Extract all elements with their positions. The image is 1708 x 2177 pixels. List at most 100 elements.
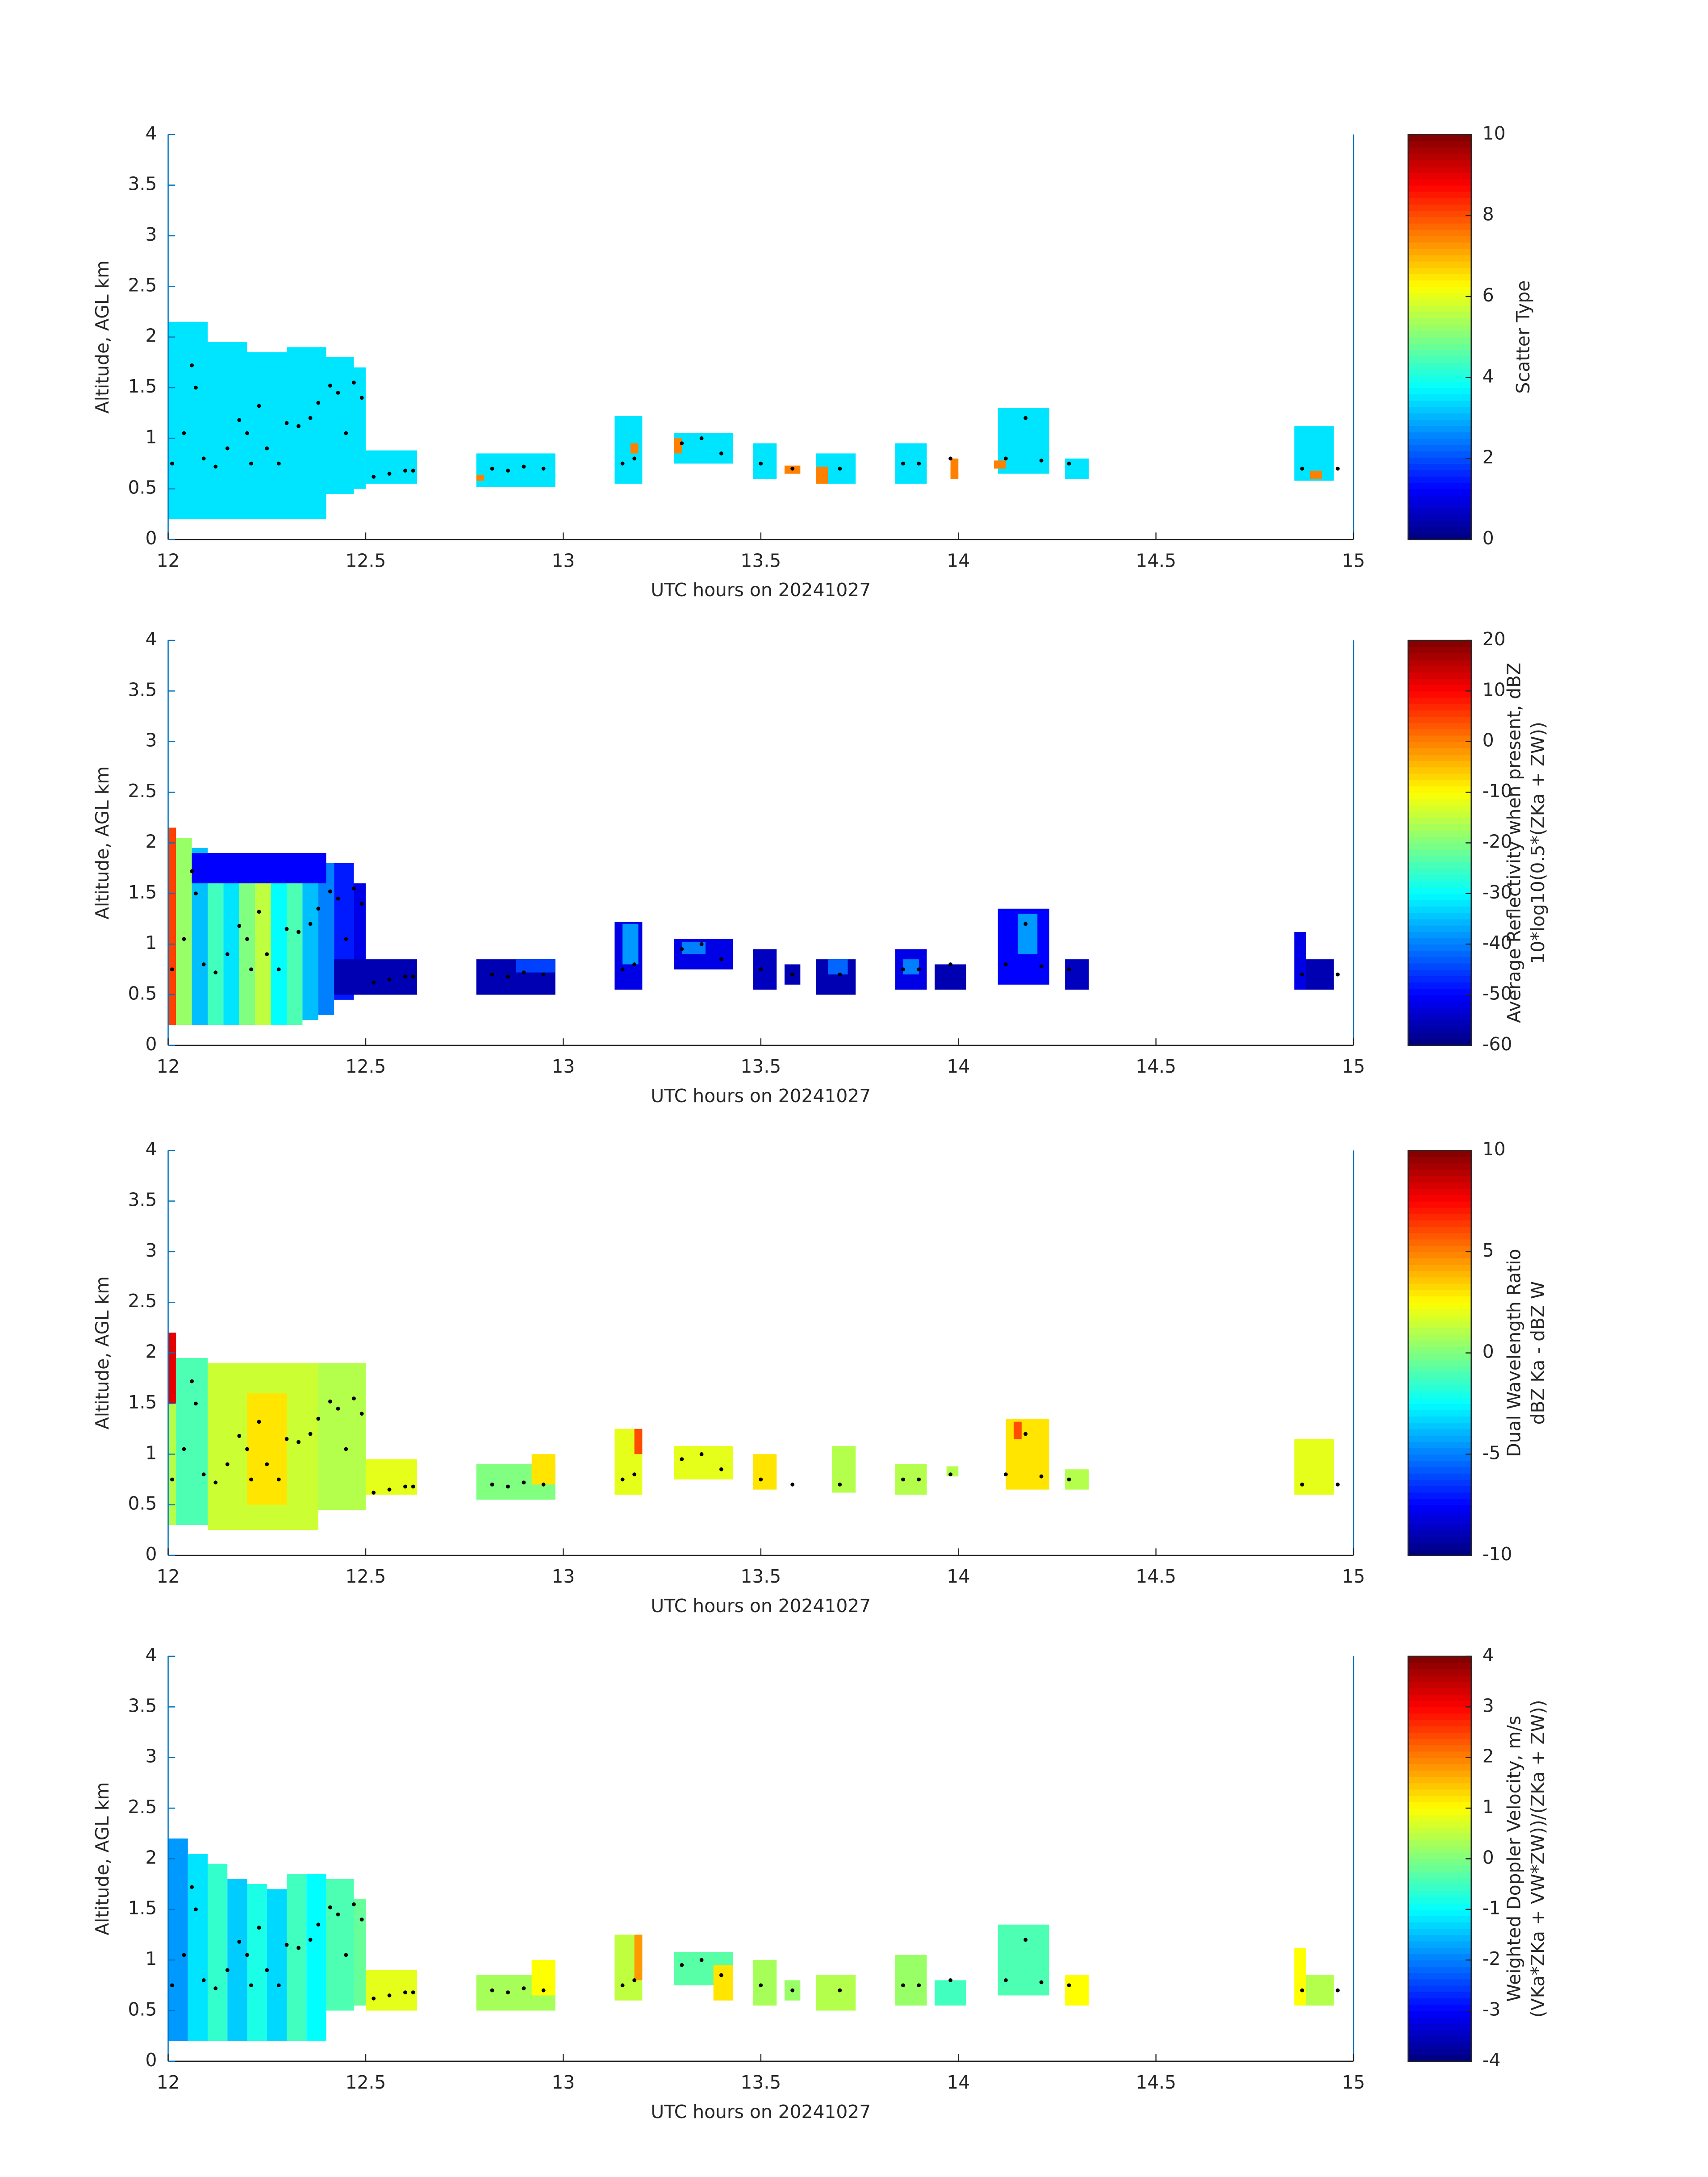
heat-cell — [903, 959, 919, 975]
heat-cell — [476, 475, 484, 481]
colorbar-swatch — [1408, 432, 1471, 439]
colorbar-swatch — [1408, 881, 1471, 888]
heat-cell — [247, 1884, 267, 2041]
colorbar-swatch — [1408, 982, 1471, 989]
base-point — [237, 923, 242, 928]
base-point — [225, 1968, 230, 1972]
colorbar-swatch — [1408, 931, 1471, 938]
base-point — [680, 947, 684, 951]
colorbar-swatch — [1408, 1410, 1471, 1417]
base-point — [190, 1885, 194, 1889]
colorbar-swatch — [1408, 1789, 1471, 1796]
base-point — [901, 967, 905, 972]
heat-cell — [247, 352, 287, 519]
heat-cell — [365, 1970, 418, 2011]
base-point — [308, 922, 313, 926]
colorbar-swatch — [1408, 318, 1471, 325]
colorbar-swatch — [1408, 1947, 1471, 1954]
colorbar-swatch — [1408, 836, 1471, 844]
colorbar-label: Dual Wavelength Ratio — [1503, 1249, 1525, 1457]
base-point — [245, 1953, 249, 1957]
colorbar-tick-label: 8 — [1482, 204, 1494, 225]
colorbar-swatch — [1408, 1821, 1471, 1828]
base-point — [620, 967, 625, 972]
colorbar-swatch — [1408, 1770, 1471, 1777]
colorbar-swatch — [1408, 767, 1471, 774]
base-point — [759, 1983, 763, 1988]
base-point — [387, 1488, 392, 1492]
colorbar-swatch — [1408, 969, 1471, 976]
colorbar-swatch — [1408, 413, 1471, 420]
colorbar-swatch — [1408, 748, 1471, 755]
heat-cell — [1294, 932, 1306, 990]
colorbar-swatch — [1408, 1454, 1471, 1461]
colorbar-swatch — [1408, 248, 1471, 255]
colorbar-swatch — [1408, 1220, 1471, 1227]
heat-cell — [286, 1874, 307, 2041]
base-point — [719, 1467, 723, 1471]
colorbar-swatch — [1408, 210, 1471, 217]
base-point — [352, 1902, 356, 1906]
colorbar-swatch — [1408, 292, 1471, 300]
base-point — [522, 1480, 526, 1485]
colorbar-swatch — [1408, 1985, 1471, 1992]
colorbar-swatch — [1408, 1169, 1471, 1176]
colorbar-swatch — [1408, 197, 1471, 205]
heat-cell — [208, 342, 247, 519]
base-point — [1039, 1474, 1044, 1479]
base-point — [411, 1484, 415, 1489]
heat-cell — [302, 863, 318, 1020]
base-point — [632, 456, 637, 461]
y-tick-label: 3 — [145, 730, 157, 751]
colorbar-swatch — [1408, 1859, 1471, 1866]
colorbar-swatch — [1408, 1467, 1471, 1474]
base-point — [790, 1482, 795, 1487]
colorbar-swatch — [1408, 849, 1471, 856]
base-point — [387, 1993, 392, 1997]
colorbar-label: 10*log10(0.5*(ZKa + ZW)) — [1527, 722, 1549, 964]
base-point — [296, 1946, 301, 1950]
colorbar-swatch — [1408, 1524, 1471, 1531]
colorbar-swatch — [1408, 1517, 1471, 1525]
colorbar-swatch — [1408, 678, 1471, 685]
base-point — [759, 1477, 763, 1482]
colorbar-tick-label: -5 — [1482, 1442, 1501, 1463]
colorbar-swatch — [1408, 1852, 1471, 1859]
x-tick-label: 12 — [157, 1566, 180, 1587]
colorbar-swatch — [1408, 1270, 1471, 1278]
base-point — [249, 1983, 253, 1988]
colorbar-swatch — [1408, 482, 1471, 489]
colorbar-swatch — [1408, 1473, 1471, 1480]
colorbar-swatch — [1408, 1871, 1471, 1878]
colorbar-swatch — [1408, 760, 1471, 768]
y-tick-label: 3 — [145, 1240, 157, 1261]
heat-cell — [267, 1889, 287, 2041]
colorbar-swatch — [1408, 375, 1471, 382]
base-point — [308, 1432, 313, 1436]
y-tick-label: 3 — [145, 1746, 157, 1767]
base-point — [257, 1926, 261, 1930]
base-point — [838, 1988, 842, 1993]
x-tick-label: 14 — [947, 1056, 970, 1077]
base-point — [759, 461, 763, 466]
colorbar-swatch — [1408, 242, 1471, 249]
heat-cell — [1306, 1975, 1334, 2006]
x-tick-label: 13.5 — [740, 550, 781, 571]
base-point — [901, 461, 905, 466]
heat-cell — [753, 1960, 777, 2006]
base-point — [359, 1412, 364, 1416]
base-point — [1004, 1978, 1008, 1982]
colorbar-tick-label: -3 — [1482, 1998, 1501, 2020]
heat-cell — [227, 1879, 247, 2041]
colorbar-swatch — [1408, 1801, 1471, 1809]
colorbar-swatch — [1408, 381, 1471, 388]
colorbar-swatch — [1408, 1157, 1471, 1164]
colorbar-swatch — [1408, 1007, 1471, 1014]
x-tick-label: 15 — [1342, 1566, 1365, 1587]
colorbar-swatch — [1408, 489, 1471, 496]
colorbar-swatch — [1408, 1732, 1471, 1739]
base-point — [182, 1447, 186, 1451]
x-tick-label: 13 — [551, 1056, 575, 1077]
heat-cell — [1294, 1439, 1334, 1495]
heat-cell — [946, 1466, 959, 1477]
